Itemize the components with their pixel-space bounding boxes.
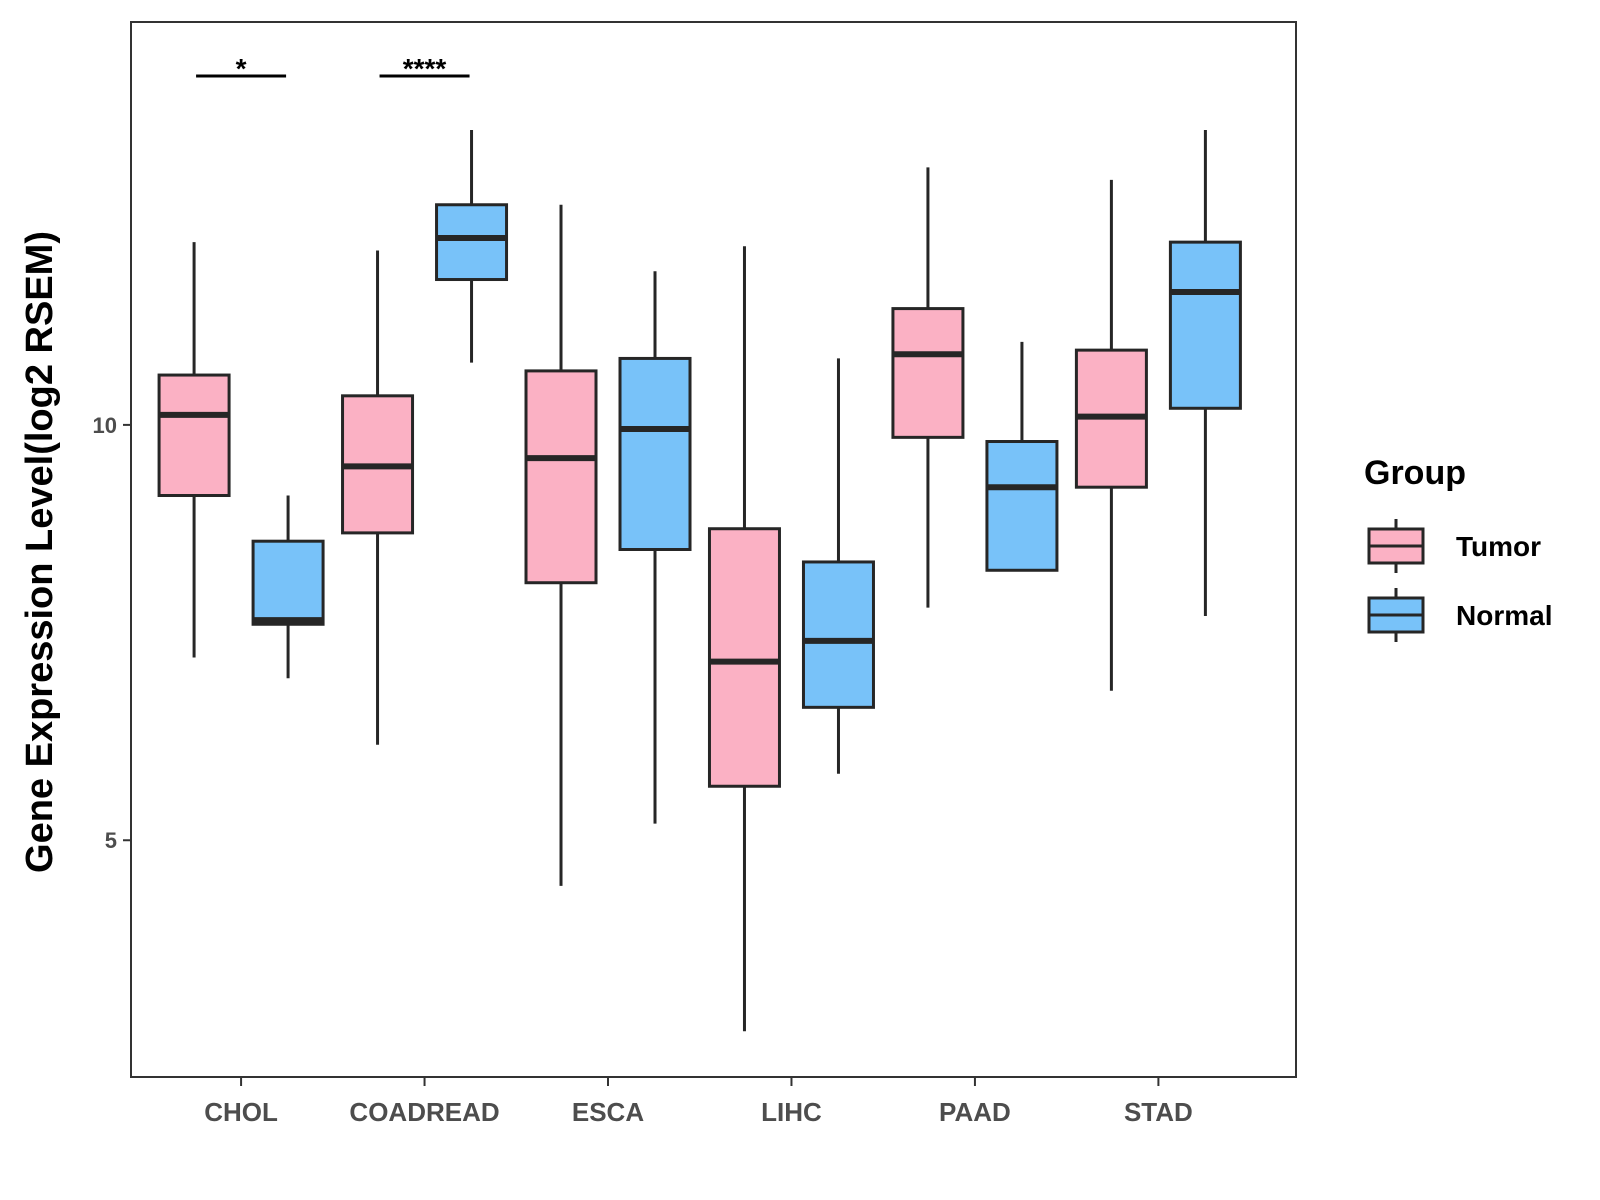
box-chol-normal xyxy=(251,495,325,679)
y-axis-title: Gene Expression Level(log2 RSEM) xyxy=(19,231,61,873)
significance-annotations: * **** xyxy=(196,53,470,84)
x-tick-label-chol: CHOL xyxy=(204,1097,278,1127)
legend-entry-normal: Normal xyxy=(1367,588,1552,642)
x-tick-label-stad: STAD xyxy=(1124,1097,1193,1127)
legend: Group Tumor Normal xyxy=(1364,454,1552,642)
box-stad-normal xyxy=(1168,129,1242,616)
significance-chol: * xyxy=(196,53,287,84)
box-lihc-tumor xyxy=(707,246,781,1032)
box-body xyxy=(157,373,231,498)
y-tick-label-5: 5 xyxy=(105,828,117,853)
box-body xyxy=(1168,240,1242,410)
x-tick-label-esca: ESCA xyxy=(572,1097,644,1127)
y-tick-label-10: 10 xyxy=(93,413,117,438)
legend-label-normal: Normal xyxy=(1456,600,1552,631)
significance-label: * xyxy=(236,53,247,84)
box-body xyxy=(435,203,509,282)
box-chol-tumor xyxy=(157,242,231,658)
box-body xyxy=(891,307,965,439)
x-axis: CHOL COADREAD ESCA LIHC PAAD STAD xyxy=(204,1077,1193,1127)
box-lihc-normal xyxy=(801,358,875,774)
box-stad-tumor xyxy=(1074,179,1148,691)
box-body xyxy=(524,369,598,585)
box-paad-normal xyxy=(985,341,1059,572)
box-coadread-tumor xyxy=(341,250,415,745)
significance-coadread: **** xyxy=(379,53,470,84)
box-paad-tumor xyxy=(891,167,965,608)
box-body xyxy=(251,539,325,626)
boxes-layer xyxy=(157,129,1242,1032)
y-axis: 5 10 xyxy=(93,413,131,853)
box-coadread-normal xyxy=(435,129,509,363)
legend-entry-tumor: Tumor xyxy=(1367,519,1541,573)
x-tick-label-coadread: COADREAD xyxy=(349,1097,499,1127)
box-body xyxy=(618,356,692,551)
legend-label-tumor: Tumor xyxy=(1456,531,1541,562)
box-esca-normal xyxy=(618,271,692,824)
x-tick-label-paad: PAAD xyxy=(939,1097,1011,1127)
box-body xyxy=(801,560,875,709)
box-esca-tumor xyxy=(524,204,598,886)
legend-title: Group xyxy=(1364,454,1466,492)
x-tick-label-lihc: LIHC xyxy=(761,1097,822,1127)
box-body xyxy=(707,527,781,788)
significance-label: **** xyxy=(403,53,447,84)
panel-border xyxy=(130,21,1297,1078)
box-body xyxy=(985,440,1059,572)
